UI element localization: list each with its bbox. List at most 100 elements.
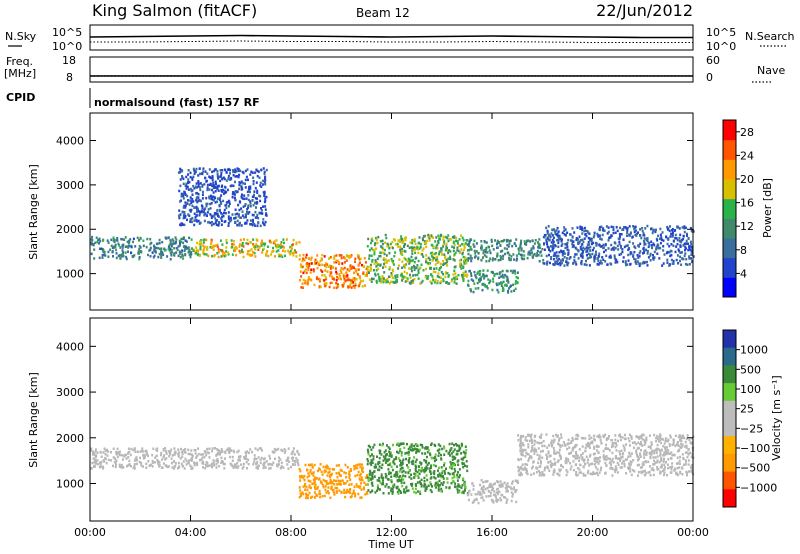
power-cell bbox=[117, 242, 120, 245]
velocity-cell bbox=[174, 450, 177, 453]
velocity-cell bbox=[497, 480, 500, 484]
power-cell bbox=[372, 269, 375, 272]
power-cell bbox=[230, 177, 233, 180]
velocity-cell bbox=[400, 454, 403, 457]
power-cell bbox=[192, 175, 195, 179]
power-cell bbox=[252, 243, 255, 246]
power-cell bbox=[178, 250, 181, 253]
velocity-cell bbox=[641, 463, 644, 466]
power-cell bbox=[103, 250, 106, 254]
velocity-cell bbox=[614, 470, 617, 473]
power-cell bbox=[672, 262, 675, 265]
power-cell bbox=[197, 210, 200, 213]
power-cell bbox=[239, 201, 242, 204]
power-cell bbox=[95, 236, 98, 239]
power-cell bbox=[453, 243, 456, 247]
power-cell bbox=[326, 270, 329, 273]
power-cell bbox=[525, 241, 527, 245]
power-cell bbox=[508, 239, 511, 243]
power-cell bbox=[184, 206, 187, 209]
power-cell bbox=[313, 283, 316, 287]
power-cell bbox=[604, 249, 607, 252]
power-cell bbox=[477, 270, 480, 274]
velocity-cell bbox=[581, 456, 584, 459]
velocity-cell bbox=[456, 488, 459, 491]
velocity-cell bbox=[182, 460, 185, 463]
velocity-cell bbox=[593, 445, 596, 449]
velocity-cell bbox=[154, 456, 157, 459]
power-cell bbox=[202, 210, 205, 214]
power-cell bbox=[224, 204, 227, 207]
power-cell bbox=[142, 244, 145, 248]
velocity-cell bbox=[485, 480, 488, 483]
power-cell bbox=[432, 245, 435, 249]
velocity-cell bbox=[655, 439, 658, 443]
power-cell bbox=[188, 236, 191, 240]
velocity-cell bbox=[648, 434, 651, 437]
velocity-cell bbox=[636, 447, 639, 450]
power-cell bbox=[572, 240, 575, 243]
velocity-cell bbox=[418, 465, 420, 468]
velocity-cell bbox=[473, 498, 476, 502]
velocity-cell bbox=[465, 449, 468, 452]
velocity-cell bbox=[633, 470, 636, 473]
power-cell bbox=[488, 249, 491, 252]
power-cell bbox=[216, 172, 219, 176]
velocity-cell bbox=[660, 448, 663, 451]
velocity-cell bbox=[237, 449, 240, 453]
power-cell bbox=[199, 210, 202, 214]
velocity-cell bbox=[458, 449, 461, 452]
power-cell bbox=[446, 264, 449, 267]
power-cell bbox=[382, 277, 385, 280]
velocity-cell bbox=[117, 451, 120, 454]
power-cell bbox=[369, 263, 372, 267]
velocity-cell bbox=[540, 473, 543, 477]
power-cell bbox=[497, 241, 500, 244]
power-cell bbox=[292, 238, 295, 242]
velocity-cell bbox=[453, 448, 456, 451]
velocity-cell bbox=[411, 462, 414, 465]
velocity-cell bbox=[556, 460, 559, 463]
power-cell bbox=[626, 229, 629, 232]
velocity-cell bbox=[491, 500, 494, 503]
velocity-cell bbox=[553, 438, 556, 441]
power-cell bbox=[196, 210, 198, 214]
power-cell bbox=[418, 241, 421, 245]
power-cell bbox=[394, 276, 397, 280]
velocity-cell bbox=[440, 482, 443, 485]
power-cell bbox=[463, 262, 466, 265]
velocity-cell bbox=[372, 455, 375, 458]
velocity-cell bbox=[314, 476, 317, 479]
power-cell bbox=[220, 223, 223, 226]
power-cell bbox=[353, 286, 356, 289]
velocity-cell bbox=[672, 443, 675, 446]
power-cell bbox=[391, 246, 394, 250]
velocity-cell bbox=[371, 484, 374, 487]
velocity-cell bbox=[246, 466, 248, 470]
power-cell bbox=[221, 254, 224, 257]
velocity-cell bbox=[167, 465, 169, 469]
power-cell bbox=[210, 242, 212, 246]
velocity-cell bbox=[685, 444, 688, 448]
power-cell bbox=[464, 274, 467, 277]
power-cell bbox=[643, 237, 646, 240]
velocity-cell bbox=[451, 480, 454, 483]
velocity-cell bbox=[319, 492, 322, 496]
power-cell bbox=[475, 275, 477, 278]
nsearch-label: N.Search bbox=[745, 30, 795, 43]
velocity-cell bbox=[625, 472, 628, 475]
velocity-cell bbox=[675, 471, 678, 474]
power-cell bbox=[238, 249, 241, 253]
power-cell bbox=[200, 204, 203, 207]
velocity-cell bbox=[395, 456, 398, 459]
power-cell bbox=[514, 287, 517, 291]
velocity-cell bbox=[217, 459, 219, 463]
velocity-cell bbox=[138, 460, 141, 464]
velocity-cell bbox=[635, 449, 638, 452]
power-cell bbox=[644, 227, 647, 230]
velocity-cell bbox=[663, 471, 666, 475]
power-cell bbox=[446, 236, 449, 240]
power-cell bbox=[221, 213, 224, 216]
power-cell bbox=[323, 279, 326, 282]
